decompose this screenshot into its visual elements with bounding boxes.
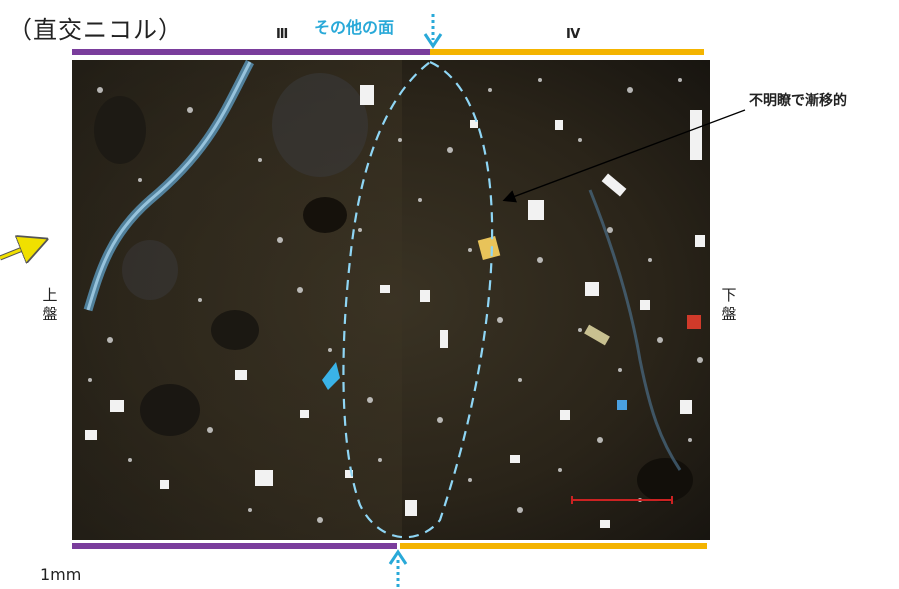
- zone-label-3: Ⅲ: [276, 27, 289, 42]
- yellow-pointer-arrow: [0, 242, 40, 258]
- other-face-label: その他の面: [314, 18, 395, 37]
- gradual-boundary-outline: [342, 60, 494, 539]
- zone-label-4: Ⅳ: [566, 27, 581, 42]
- lower-wall-label: 下盤: [721, 286, 737, 323]
- scale-label: 1mm: [40, 565, 82, 584]
- top-boundary-arrow: [423, 14, 443, 49]
- micrograph-image: [72, 59, 710, 540]
- annotation-arrow: [502, 109, 746, 203]
- bottom-boundary-arrow: [388, 549, 408, 587]
- annotation-label: 不明瞭で漸移的: [749, 93, 847, 109]
- figure-title: （直交ニコル）: [8, 16, 183, 44]
- upper-wall-label: 上盤: [42, 286, 58, 323]
